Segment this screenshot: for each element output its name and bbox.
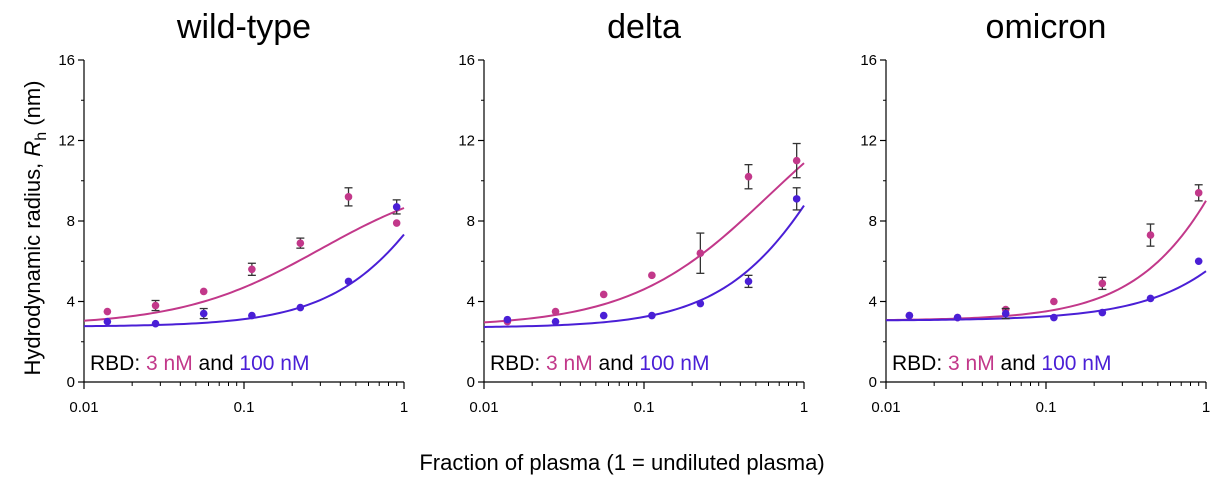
y-tick-label: 0 xyxy=(67,374,75,391)
x-tick-label: 1 xyxy=(800,399,808,416)
y-tick-label: 4 xyxy=(67,294,75,311)
y-tick-label: 12 xyxy=(458,133,475,150)
legend-and: and xyxy=(599,352,640,375)
x-tick-label: 0.1 xyxy=(234,399,255,416)
y-axis-label: Hydrodynamic radius, Rh (nm) xyxy=(20,81,50,376)
data-point xyxy=(1146,231,1155,239)
y-tick-label: 8 xyxy=(869,213,877,230)
data-point xyxy=(905,311,914,320)
data-point xyxy=(199,309,208,318)
y-tick-label: 12 xyxy=(58,133,75,150)
data-point xyxy=(503,315,512,324)
fit-curve-3-nM xyxy=(83,207,405,322)
y-tick-label: 12 xyxy=(860,133,877,150)
x-tick-label: 0.01 xyxy=(469,399,498,416)
x-tick-label: 1 xyxy=(1202,399,1210,416)
data-point xyxy=(696,299,705,308)
data-point xyxy=(648,311,656,320)
y-tick-label: 4 xyxy=(869,294,877,311)
x-tick-label: 1 xyxy=(400,399,408,416)
data-point xyxy=(1146,294,1155,303)
data-point xyxy=(296,239,305,247)
legend: RBD: 3 nM and 100 nM xyxy=(490,352,709,375)
y-tick-label: 8 xyxy=(467,213,475,230)
data-point xyxy=(344,193,353,201)
data-point xyxy=(696,249,705,257)
data-point xyxy=(744,172,753,181)
data-point xyxy=(551,307,560,316)
x-tick-label: 0.1 xyxy=(634,399,655,416)
legend-high: 100 nM xyxy=(639,352,709,375)
y-tick-label: 16 xyxy=(458,52,475,69)
data-point xyxy=(103,317,112,326)
data-point xyxy=(792,156,801,165)
legend-and: and xyxy=(1001,352,1042,375)
data-point xyxy=(392,219,401,227)
data-point xyxy=(744,277,753,286)
fit-curve-100-nM xyxy=(885,270,1207,322)
panel-2: delta 0 4 8 12 16 0.01 0.1 1 RBD: 3 nM and 100 nM xyxy=(458,8,808,416)
legend: RBD: 3 nM and 100 nM xyxy=(892,352,1111,375)
panel-title: wild-type xyxy=(176,8,311,46)
data-point xyxy=(199,287,208,296)
data-point xyxy=(1194,257,1203,266)
legend: RBD: 3 nM and 100 nM xyxy=(90,352,309,375)
panel-1: wild-type 0 4 8 12 16 0.01 0.1 1 RBD: 3 nM and 10… xyxy=(58,8,408,416)
x-axis-label: Fraction of plasma (1 = undiluted plasma… xyxy=(419,450,824,475)
panel-3: omicron 0 4 8 12 16 0.01 0.1 1 RBD: 3 nM and 100 … xyxy=(860,8,1210,416)
y-tick-label: 16 xyxy=(860,52,877,69)
data-point xyxy=(151,319,160,328)
y-tick-label: 8 xyxy=(67,213,75,230)
y-axis-label-symbol: R xyxy=(20,141,45,157)
fit-curve-3-nM xyxy=(885,200,1207,322)
legend-high: 100 nM xyxy=(1041,352,1111,375)
y-axis-label-unit: (nm) xyxy=(20,81,45,132)
legend-high: 100 nM xyxy=(239,352,309,375)
y-tick-label: 16 xyxy=(58,52,75,69)
data-point xyxy=(1098,308,1107,317)
fit-curve-100-nM xyxy=(83,233,405,328)
data-point xyxy=(953,313,962,322)
data-point xyxy=(248,265,256,274)
x-tick-label: 0.1 xyxy=(1036,399,1057,416)
data-point xyxy=(1001,309,1010,318)
data-point xyxy=(103,307,112,316)
legend-low: 3 nM xyxy=(546,352,599,375)
y-tick-label: 0 xyxy=(869,374,877,391)
legend-low: 3 nM xyxy=(146,352,199,375)
data-point xyxy=(151,301,160,310)
data-point xyxy=(392,203,401,211)
fit-curve-100-nM xyxy=(483,205,805,328)
data-point xyxy=(1194,189,1203,197)
panel-title: delta xyxy=(607,8,681,46)
x-tick-label: 0.01 xyxy=(871,399,900,416)
y-tick-label: 4 xyxy=(467,294,475,311)
legend-prefix: RBD: xyxy=(892,352,948,375)
y-tick-label: 0 xyxy=(467,374,475,391)
data-point xyxy=(648,271,656,280)
data-point xyxy=(1050,297,1058,306)
legend-prefix: RBD: xyxy=(490,352,546,375)
panel-title: omicron xyxy=(986,8,1107,46)
legend-and: and xyxy=(199,352,240,375)
x-tick-label: 0.01 xyxy=(69,399,98,416)
y-axis-label-subscript: h xyxy=(33,132,50,141)
data-point xyxy=(792,195,801,203)
fit-curve-3-nM xyxy=(483,162,805,324)
data-point xyxy=(599,311,608,320)
data-point xyxy=(1050,313,1058,322)
data-point xyxy=(296,303,305,312)
data-point xyxy=(599,290,608,299)
data-point xyxy=(344,277,353,286)
data-point xyxy=(248,311,256,320)
y-axis-label-text: Hydrodynamic radius, xyxy=(20,157,45,376)
legend-low: 3 nM xyxy=(948,352,1001,375)
data-point xyxy=(1098,279,1107,288)
data-point xyxy=(551,317,560,326)
legend-prefix: RBD: xyxy=(90,352,146,375)
